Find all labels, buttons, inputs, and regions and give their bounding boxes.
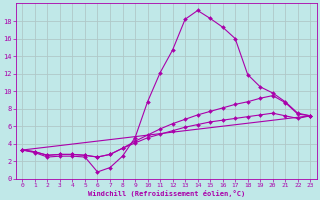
X-axis label: Windchill (Refroidissement éolien,°C): Windchill (Refroidissement éolien,°C) xyxy=(88,190,245,197)
